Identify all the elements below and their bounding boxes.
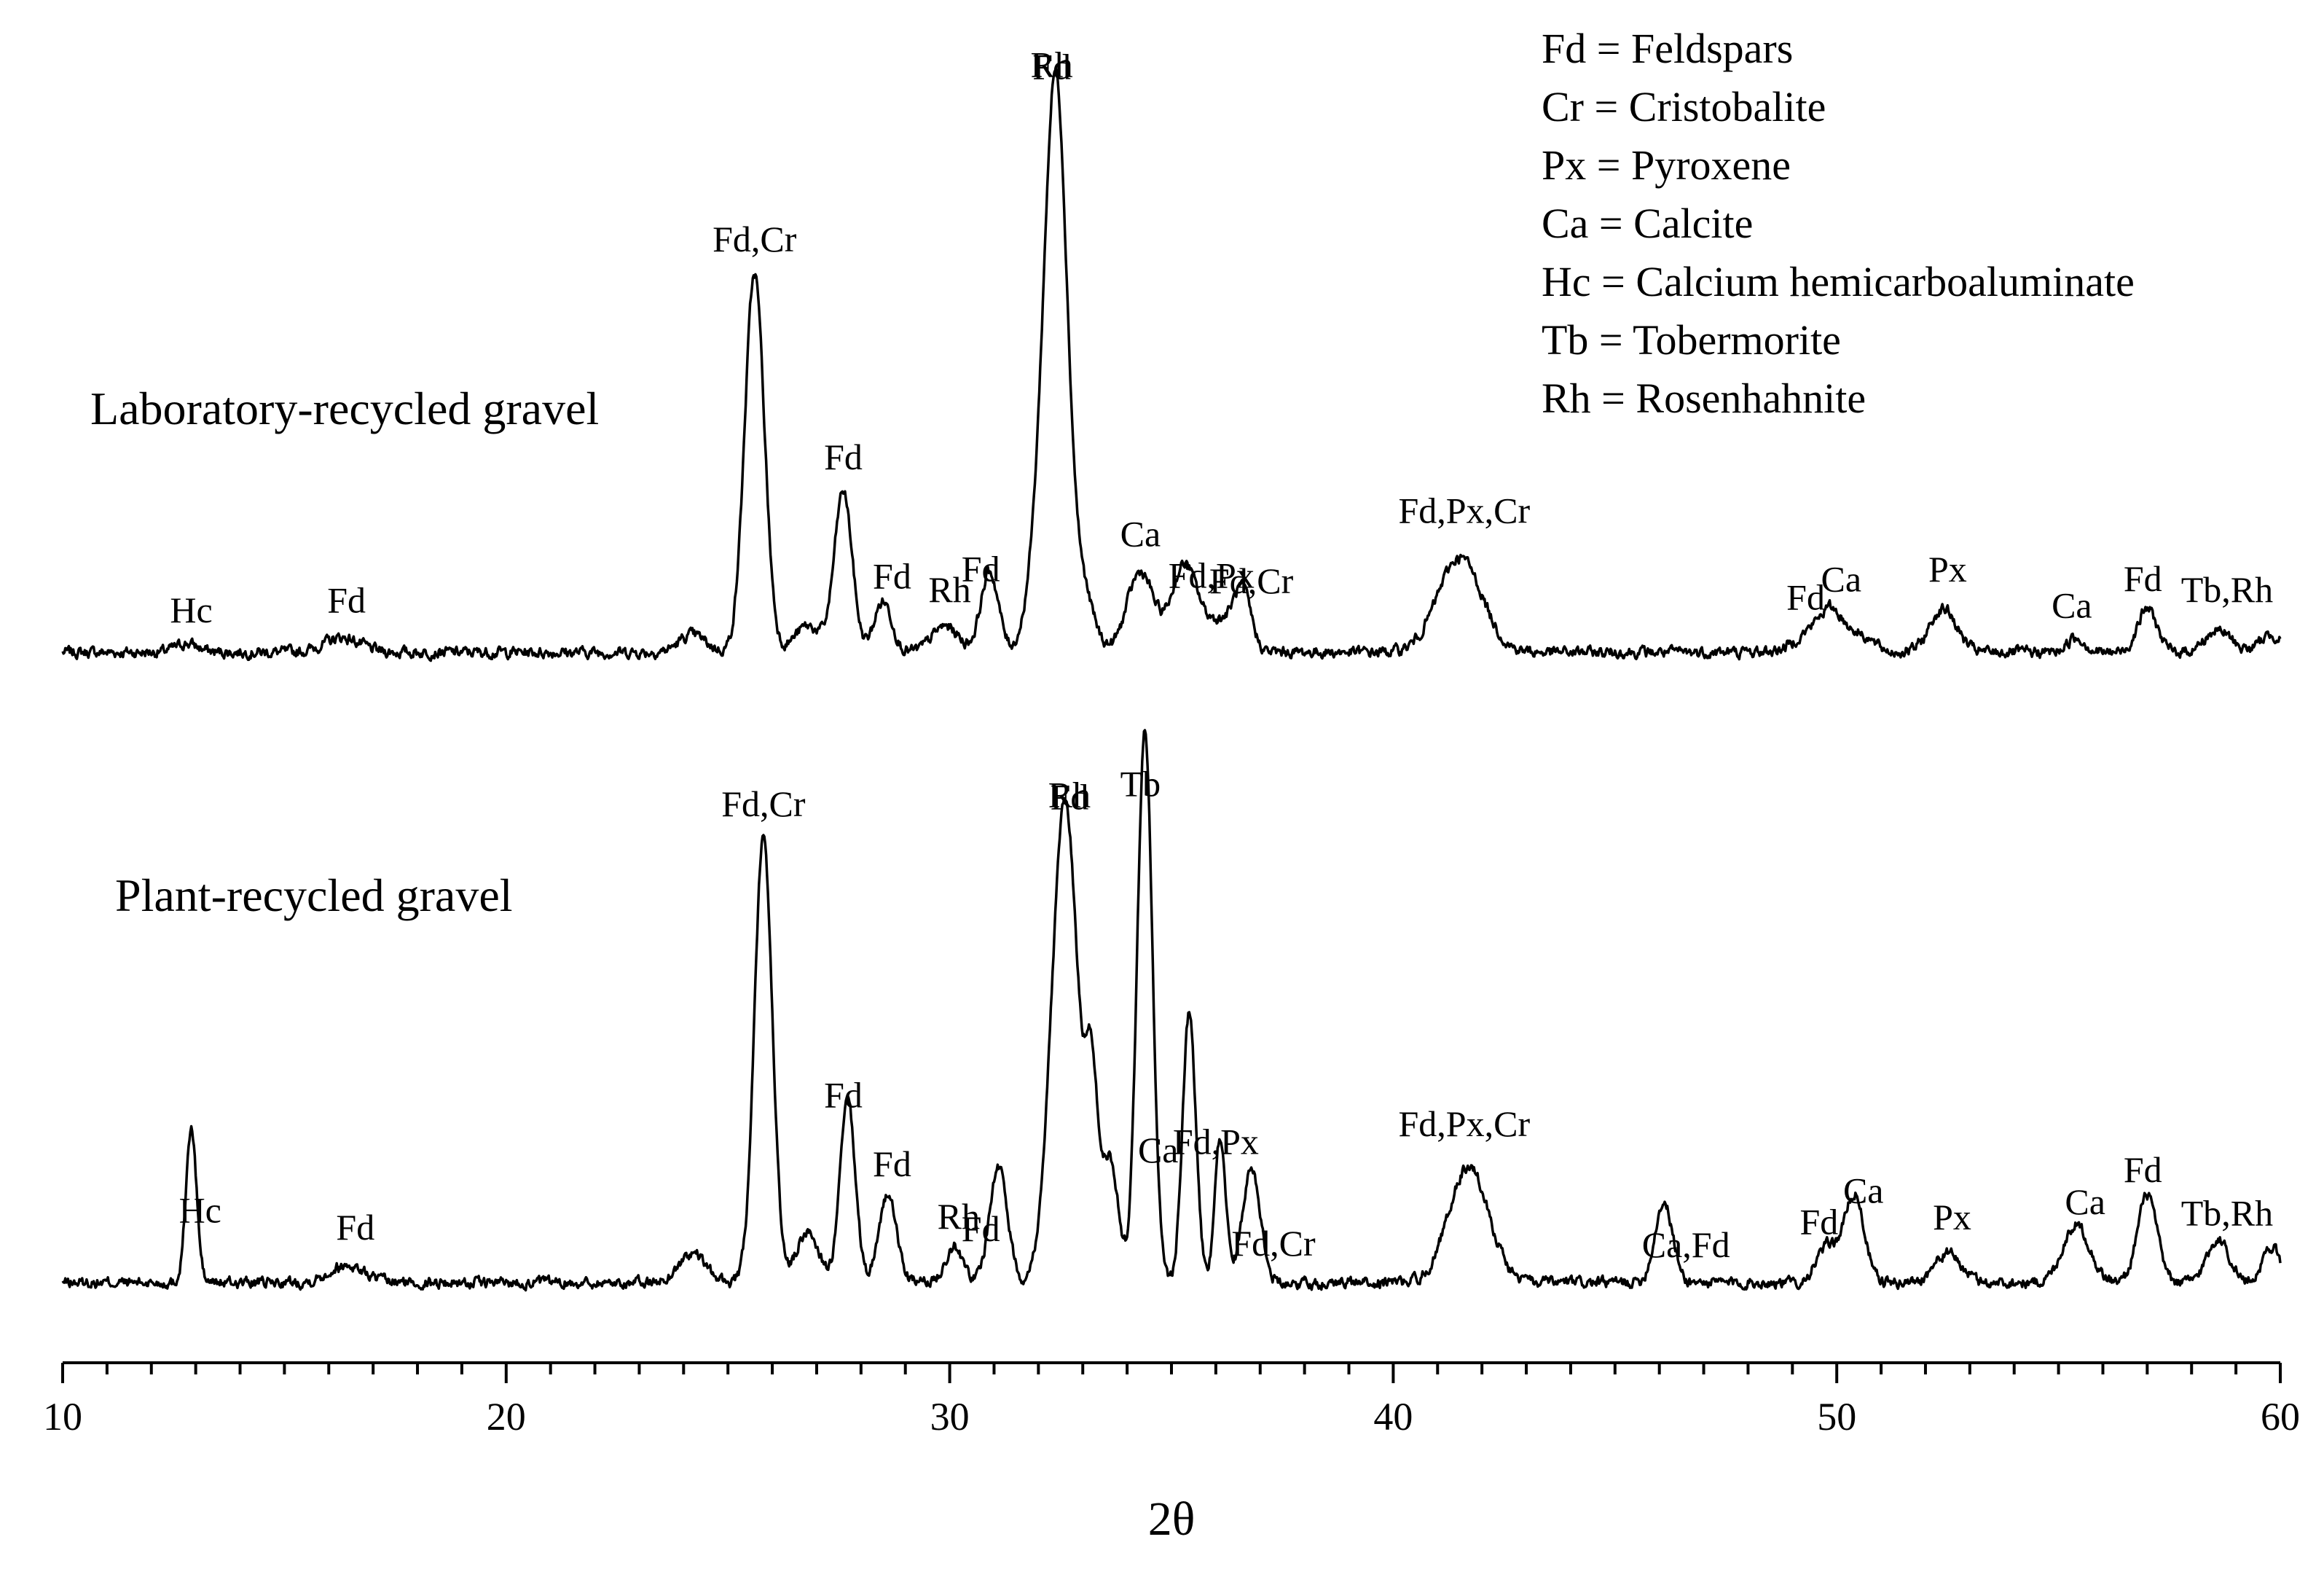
xrd-trace-plant: [61, 729, 2282, 1292]
peak-label: Ca: [1120, 514, 1161, 555]
legend-entry: Px = Pyroxene: [1542, 141, 1791, 189]
legend-entry: Tb = Tobermorite: [1542, 316, 1841, 364]
x-tick-label: 40: [1373, 1395, 1413, 1439]
peak-label: Fd,Px,Cr: [1398, 1103, 1530, 1144]
legend-entry: Rh = Rosenhahnite: [1542, 375, 1866, 422]
peak-label: Rh: [1030, 44, 1072, 85]
series-title-laboratory: Laboratory-recycled gravel: [90, 383, 599, 434]
series-title-plant: Plant-recycled gravel: [115, 869, 513, 921]
peak-labels-plant: Hc FdFd,CrFdFdRhFdRhFdCaTbFd,PxFd,CrFd,Px…: [179, 763, 2274, 1265]
peak-label: Fd: [1032, 46, 1071, 87]
x-tick-label: 20: [487, 1395, 526, 1439]
peak-label: Fd: [1799, 1202, 1838, 1243]
peak-label: Ca: [2065, 1181, 2105, 1222]
peak-label: Fd,Cr: [1231, 1223, 1316, 1264]
peak-label: Fd: [873, 556, 911, 597]
series-plant-recycled: Hc FdFd,CrFdFdRhFdRhFdCaTbFd,PxFd,CrFd,Px…: [61, 729, 2282, 1292]
xrd-trace-laboratory: [61, 67, 2282, 662]
peak-label: Rh: [938, 1196, 980, 1237]
peak-label: Fd: [873, 1143, 911, 1184]
peak-label: Ca,Fd: [1642, 1224, 1730, 1265]
peak-label: Fd: [2124, 1149, 2162, 1190]
peak-label: Fd: [1786, 576, 1825, 617]
peak-label: Ca: [1138, 1130, 1179, 1170]
peak-label: Fd,Px: [1169, 555, 1255, 596]
peak-label: Px: [1933, 1197, 1971, 1237]
peak-label: Px: [1928, 549, 1967, 590]
peak-label: Tb: [1120, 763, 1161, 804]
peak-label: Fd,Px,Cr: [1398, 490, 1530, 531]
legend-entry: Fd = Feldspars: [1542, 25, 1793, 72]
peak-label: Hc: [179, 1190, 221, 1231]
legend-entry: Cr = Cristobalite: [1542, 83, 1826, 130]
peak-label: Rh: [1048, 775, 1091, 815]
peak-label: Hc: [170, 590, 212, 630]
peak-label: Tb,Rh: [2181, 569, 2273, 610]
x-tick-label: 10: [43, 1395, 82, 1439]
peak-label: Rh: [928, 569, 970, 610]
peak-label: Fd: [824, 437, 863, 477]
peak-label: Fd,Px: [1173, 1121, 1259, 1162]
peak-label: Fd,Cr: [1209, 560, 1294, 601]
peak-label: Fd: [962, 548, 1000, 589]
x-axis-ticks: 10 20 30 40 50 60: [43, 1363, 2300, 1439]
peak-label: Ca: [1821, 558, 1862, 599]
peak-label: Ca: [2052, 584, 2092, 625]
peak-label: Fd: [327, 580, 366, 621]
x-tick-label: 60: [2261, 1395, 2300, 1439]
x-tick-label: 50: [1817, 1395, 1856, 1439]
peak-label: Fd: [2124, 558, 2162, 599]
x-tick-label: 30: [930, 1395, 970, 1439]
peak-label: Fd,Cr: [712, 219, 797, 259]
peak-label: Tb,Rh: [2181, 1192, 2273, 1233]
x-axis-title: 2θ: [1148, 1492, 1196, 1546]
peak-label: Fd: [336, 1207, 374, 1248]
peak-label: Fd,Cr: [721, 783, 806, 824]
legend-entry: Hc = Calcium hemicarboaluminate: [1542, 258, 2135, 305]
peak-label: Fd: [1051, 777, 1089, 818]
x-axis: 10 20 30 40 50 60 2θ: [43, 1361, 2300, 1546]
peak-label: Fd: [824, 1074, 863, 1115]
peak-label: Fd: [962, 1208, 1000, 1249]
peak-label: Ca: [1843, 1170, 1884, 1210]
legend: Fd = Feldspars Cr = Cristobalite Px = Py…: [1542, 25, 2135, 422]
legend-entry: Ca = Calcite: [1542, 200, 1753, 247]
